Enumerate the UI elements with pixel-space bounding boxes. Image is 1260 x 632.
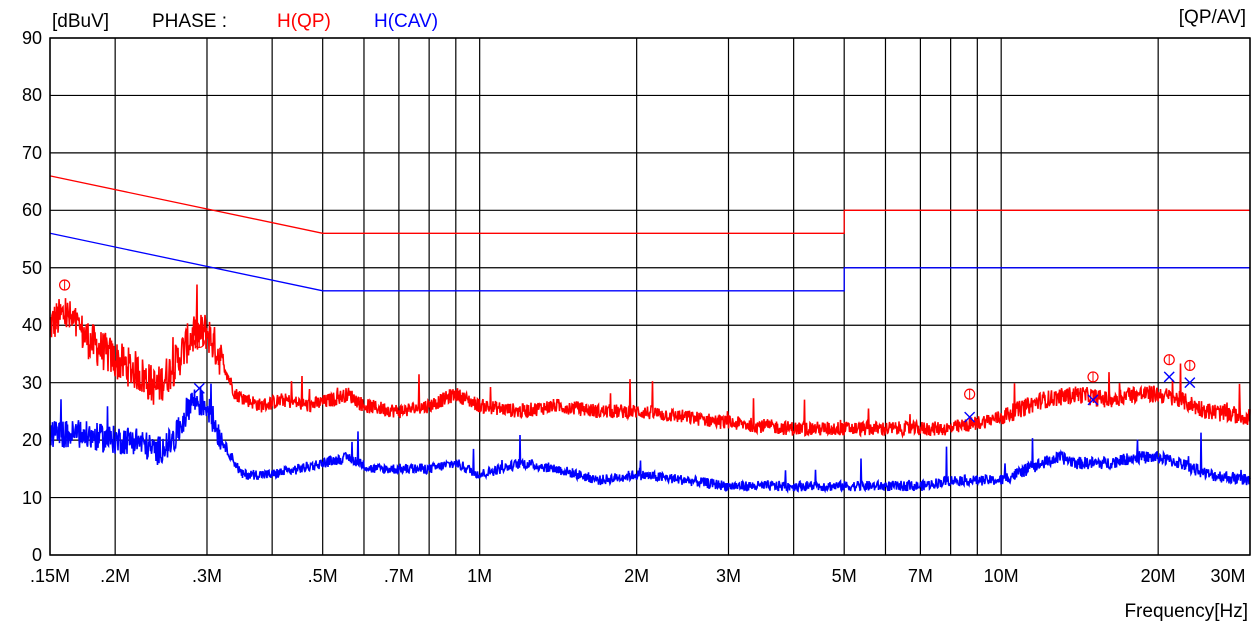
gridlines [49,37,1251,556]
unit-label: [dBuV] [52,11,110,32]
y-tick-label: 0 [31,545,42,565]
legend-qp: H(QP) [277,11,331,32]
y-tick-label: 20 [21,430,42,451]
x-tick-label: .7M [383,566,414,586]
x-tick-label: 2M [624,566,650,586]
av-marker [964,411,976,423]
av-marker [1087,394,1099,406]
y-tick-label: 70 [21,142,42,163]
x-tick-label: .15M [29,566,71,586]
phase-label: PHASE : [152,11,227,32]
trace-qp [49,284,1251,439]
limit-lines [49,175,1250,292]
y-tick-label: 30 [21,372,42,393]
x-tick-label: 1M [467,566,493,586]
x-axis-label: Frequency[Hz] [1124,601,1248,622]
plot-frame [49,37,1251,556]
y-tick-label: 50 [21,257,42,278]
peak-markers [59,279,1196,423]
measurement-traces [49,284,1251,494]
y-tick-label: 90 [21,28,42,48]
x-tick-label: 3M [715,566,741,586]
x-tick-label: 20M [1140,566,1176,586]
y-tick-label: 10 [21,487,42,508]
x-tick-label: .2M [100,566,131,586]
x-tick-label: 5M [831,566,857,586]
y-tick-label: 80 [21,85,42,106]
y-tick-label: 60 [21,200,42,221]
x-tick-label: .5M [307,566,338,586]
limit-line-qp [49,175,1250,234]
legend-cav: H(CAV) [374,11,439,32]
x-tick-label: .3M [191,566,222,586]
trace-cav [49,383,1251,494]
mode-label: [QP/AV] [1178,7,1246,28]
x-tick-label: 30M [1210,566,1246,586]
av-marker [1163,371,1175,383]
av-marker [193,382,205,394]
x-tick-label: 7M [907,566,933,586]
y-tick-label: 40 [21,315,42,336]
x-tick-label: 10M [983,566,1019,586]
limit-line-cav [49,232,1250,292]
av-marker [1184,377,1196,389]
